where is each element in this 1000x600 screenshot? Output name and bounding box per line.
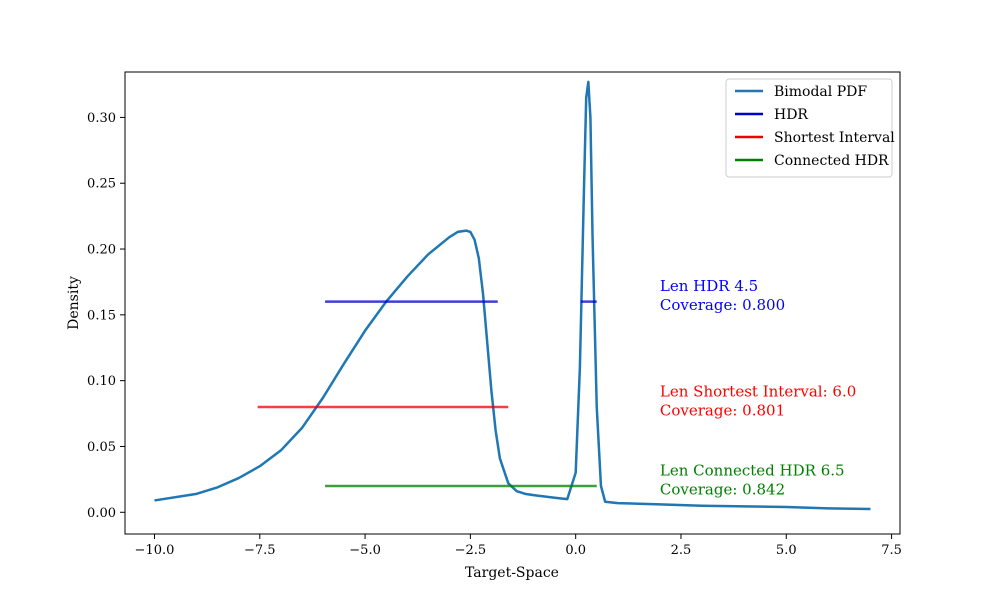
x-tick-label: 2.5 (671, 543, 692, 558)
legend-label: HDR (774, 107, 808, 123)
x-tick-label: −5.0 (349, 543, 381, 558)
x-axis: −10.0 −7.5 −5.0 −2.5 0.0 2.5 5.0 7.5 (135, 534, 902, 558)
annotation-text: Len HDR 4.5 (660, 277, 758, 295)
y-tick-label: 0.20 (87, 243, 116, 258)
x-tick-label: 5.0 (776, 543, 797, 558)
legend-box (725, 78, 893, 178)
x-tick-label: 7.5 (881, 543, 902, 558)
y-axis: 0.00 0.05 0.10 0.15 0.20 0.25 0.30 (87, 111, 125, 521)
x-axis-label: Target-Space (465, 565, 559, 581)
x-tick-label: −7.5 (244, 543, 276, 558)
y-tick-label: 0.30 (87, 111, 116, 126)
annotation-text: Len Shortest Interval: 6.0 (660, 382, 856, 400)
y-tick-label: 0.15 (87, 308, 116, 323)
y-tick-label: 0.00 (87, 506, 116, 521)
plot-area (154, 80, 871, 511)
annotation-text: Coverage: 0.801 (660, 401, 785, 419)
y-axis-label: Density (66, 276, 82, 330)
annotation-text: Coverage: 0.800 (660, 296, 785, 314)
y-tick-label: 0.10 (87, 374, 116, 389)
annotation-text: Coverage: 0.842 (660, 480, 785, 498)
x-tick-label: −2.5 (455, 543, 487, 558)
legend-label: Bimodal PDF (774, 84, 867, 100)
x-tick-label: −10.0 (135, 543, 175, 558)
y-tick-label: 0.25 (87, 177, 116, 192)
plot-frame (124, 71, 901, 535)
series-bimodal-pdf-line (154, 80, 871, 511)
legend-label: Shortest Interval (774, 130, 895, 146)
legend-label: Connected HDR (774, 153, 889, 169)
legend: Bimodal PDF HDR Shortest Interval Connected… (725, 78, 895, 178)
annotation-text: Len Connected HDR 6.5 (660, 461, 845, 479)
y-tick-label: 0.05 (87, 440, 116, 455)
x-tick-label: 0.0 (565, 543, 586, 558)
